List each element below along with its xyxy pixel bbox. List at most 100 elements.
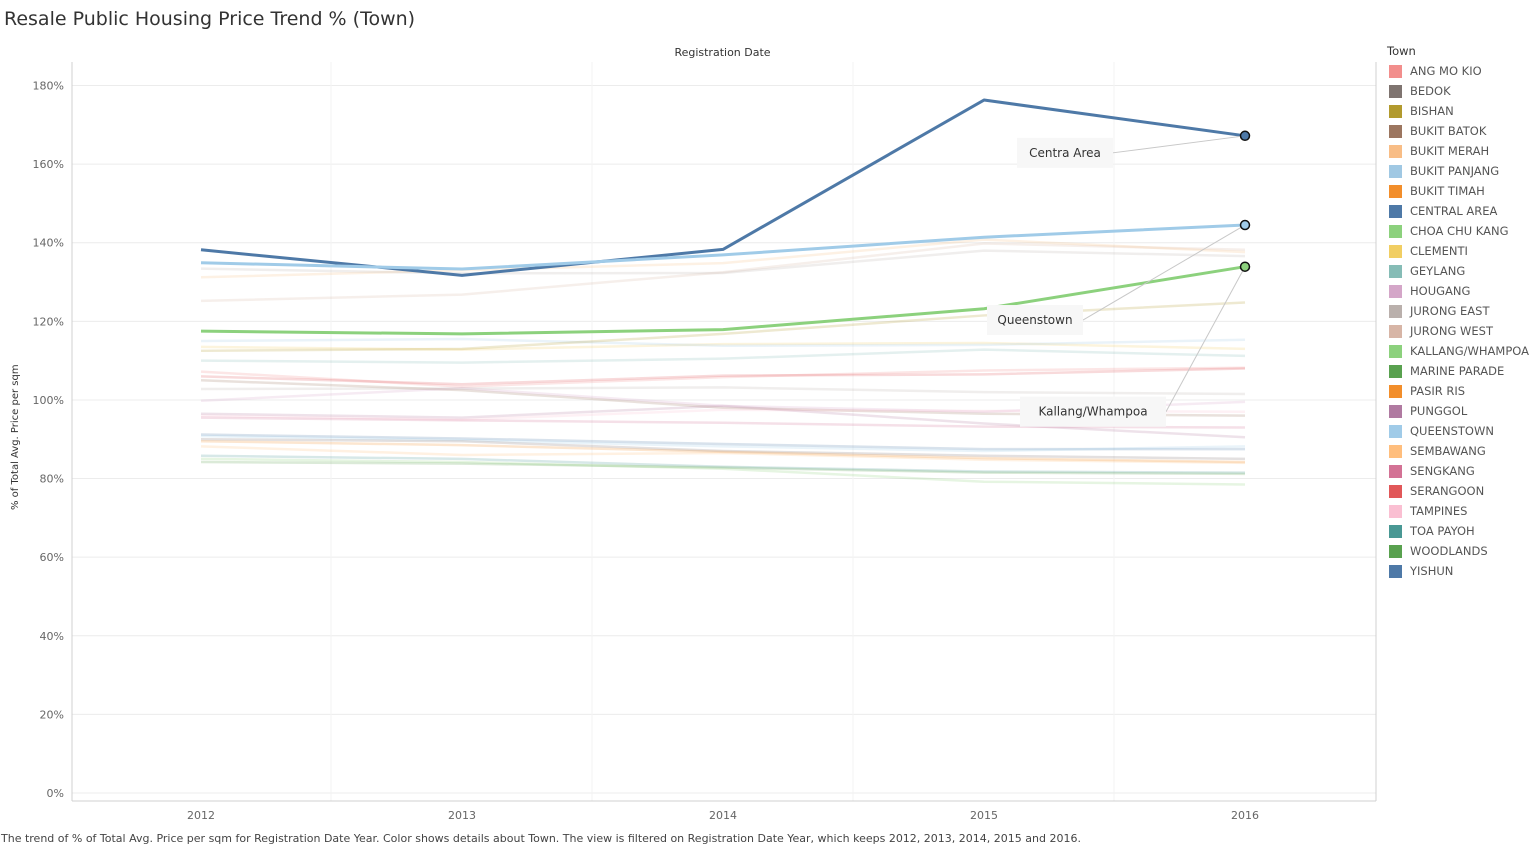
legend-swatch xyxy=(1389,224,1402,238)
legend-item[interactable]: QUEENSTOWN xyxy=(1387,421,1532,441)
legend-swatch xyxy=(1389,264,1402,278)
legend-item[interactable]: KALLANG/WHAMPOA xyxy=(1387,341,1532,361)
legend-label: GEYLANG xyxy=(1410,264,1466,278)
legend-label: MARINE PARADE xyxy=(1410,364,1505,378)
legend-swatch xyxy=(1389,424,1402,438)
legend-item[interactable]: GEYLANG xyxy=(1387,261,1532,281)
legend-item[interactable]: YISHUN xyxy=(1387,561,1532,581)
legend-item[interactable]: JURONG EAST xyxy=(1387,301,1532,321)
legend-label: CENTRAL AREA xyxy=(1410,204,1498,218)
line-chart: 0% 20% 40% 60% 80% 100% 120% 140% 160% 180% 2012 20… xyxy=(33,62,1377,822)
legend-title: Town xyxy=(1387,44,1416,58)
legend-swatch xyxy=(1389,164,1402,178)
y-tick-label: 100% xyxy=(33,394,64,407)
y-tick-label: 180% xyxy=(33,80,64,93)
legend-item[interactable]: SERANGOON xyxy=(1387,481,1532,501)
legend-item[interactable]: BUKIT BATOK xyxy=(1387,121,1532,141)
legend-item[interactable]: HOUGANG xyxy=(1387,281,1532,301)
legend-label: JURONG WEST xyxy=(1410,324,1493,338)
legend-item[interactable]: PUNGGOL xyxy=(1387,401,1532,421)
legend-swatch xyxy=(1389,184,1402,198)
faded-series-line xyxy=(200,249,1246,275)
y-tick-label: 40% xyxy=(40,630,64,643)
faded-series-line xyxy=(200,454,1246,474)
legend-item[interactable]: BEDOK xyxy=(1387,81,1532,101)
legend-item[interactable]: CHOA CHU KANG xyxy=(1387,221,1532,241)
legend-item[interactable]: PASIR RIS xyxy=(1387,381,1532,401)
legend-item[interactable]: CLEMENTI xyxy=(1387,241,1532,261)
legend-swatch xyxy=(1389,544,1402,558)
legend-label: PASIR RIS xyxy=(1410,384,1466,398)
annotation-leader xyxy=(1082,224,1246,321)
x-tick-label: 2014 xyxy=(709,809,737,822)
legend-item[interactable]: BUKIT MERAH xyxy=(1387,141,1532,161)
faded-series-line xyxy=(200,439,1246,464)
legend-label: SEMBAWANG xyxy=(1410,444,1486,458)
faded-series-line xyxy=(200,386,1246,396)
legend-label: TAMPINES xyxy=(1410,504,1468,518)
faded-series-line xyxy=(200,438,1246,461)
legend-label: BUKIT PANJANG xyxy=(1410,164,1500,178)
legend-label: BUKIT MERAH xyxy=(1410,144,1490,158)
legend-label: CLEMENTI xyxy=(1410,244,1468,258)
legend-swatch xyxy=(1389,204,1402,218)
annotation-box xyxy=(1020,396,1166,427)
legend-swatch xyxy=(1389,64,1402,78)
legend-label: BEDOK xyxy=(1410,84,1451,98)
series-end-marker xyxy=(1239,261,1251,272)
legend-swatch xyxy=(1389,524,1402,538)
color-legend: Town ANG MO KIO BEDOK BISHAN BUKIT BATOK BUK… xyxy=(1387,44,1532,581)
legend-label: KALLANG/WHAMPOA xyxy=(1410,344,1529,358)
faded-series-line xyxy=(200,337,1246,347)
faded-series-line xyxy=(200,367,1246,386)
series-end-marker xyxy=(1239,219,1251,231)
faded-series-line xyxy=(200,404,1246,439)
y-tick-label: 120% xyxy=(33,315,64,328)
legend-item[interactable]: SENGKANG xyxy=(1387,461,1532,481)
legend-item[interactable]: WOODLANDS xyxy=(1387,541,1532,561)
legend-label: HOUGANG xyxy=(1410,284,1471,298)
y-tick-label: 60% xyxy=(40,551,64,564)
legend-label: CHOA CHU KANG xyxy=(1410,224,1509,238)
legend-label: BUKIT BATOK xyxy=(1410,124,1487,138)
legend-item[interactable]: BUKIT PANJANG xyxy=(1387,161,1532,181)
y-tick-label: 80% xyxy=(40,473,64,486)
legend-label: BUKIT TIMAH xyxy=(1410,184,1485,198)
legend-label: SERANGOON xyxy=(1410,484,1485,498)
y-tick-label: 20% xyxy=(40,708,64,721)
series-line xyxy=(200,265,1246,336)
legend-item[interactable]: BUKIT TIMAH xyxy=(1387,181,1532,201)
x-tick-label: 2016 xyxy=(1231,809,1259,822)
legend-swatch xyxy=(1389,304,1402,318)
legend-swatch xyxy=(1389,404,1402,418)
faded-series-line xyxy=(200,434,1246,453)
legend-item[interactable]: JURONG WEST xyxy=(1387,321,1532,341)
x-tick-label: 2013 xyxy=(448,809,476,822)
legend-item[interactable]: ANG MO KIO xyxy=(1387,61,1532,81)
column-header: Registration Date xyxy=(674,46,771,59)
legend-swatch xyxy=(1389,464,1402,478)
legend-item[interactable]: TAMPINES xyxy=(1387,501,1532,521)
y-tick-label: 140% xyxy=(33,237,64,250)
legend-item[interactable]: SEMBAWANG xyxy=(1387,441,1532,461)
legend-label: PUNGGOL xyxy=(1410,404,1468,418)
legend-label: WOODLANDS xyxy=(1410,544,1488,558)
legend-label: ANG MO KIO xyxy=(1410,64,1482,78)
faded-series-line xyxy=(200,445,1246,465)
faded-series-line xyxy=(200,457,1246,486)
annotation-label: Kallang/Whampoa xyxy=(1038,405,1147,419)
legend-label: YISHUN xyxy=(1410,564,1454,578)
faded-series-line xyxy=(200,416,1246,429)
chart-title: Resale Public Housing Price Trend % (Tow… xyxy=(4,8,416,30)
legend-label: QUEENSTOWN xyxy=(1410,424,1494,438)
legend-swatch xyxy=(1389,444,1402,458)
series-line xyxy=(200,98,1246,277)
legend-item[interactable]: BISHAN xyxy=(1387,101,1532,121)
legend-swatch xyxy=(1389,504,1402,518)
legend-item[interactable]: CENTRAL AREA xyxy=(1387,201,1532,221)
legend-label: BISHAN xyxy=(1410,104,1454,118)
legend-item[interactable]: MARINE PARADE xyxy=(1387,361,1532,381)
chart-caption: The trend of % of Total Avg. Price per s… xyxy=(1,832,1081,845)
y-tick-label: 160% xyxy=(33,158,64,171)
legend-item[interactable]: TOA PAYOH xyxy=(1387,521,1532,541)
